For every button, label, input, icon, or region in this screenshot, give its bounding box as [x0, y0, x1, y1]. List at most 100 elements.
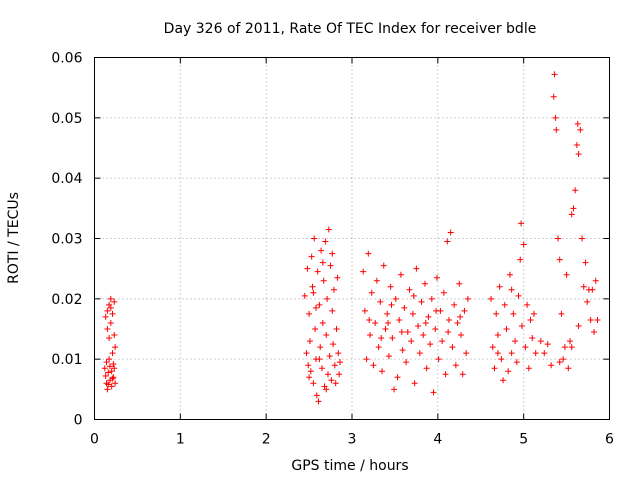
data-point — [580, 283, 587, 290]
data-point — [308, 253, 315, 260]
data-point — [384, 310, 391, 317]
data-point — [410, 292, 417, 299]
data-point — [109, 350, 116, 357]
axis-ticks — [94, 57, 610, 420]
data-point — [310, 380, 317, 387]
data-point — [461, 307, 468, 314]
data-point — [372, 319, 379, 326]
data-point — [368, 289, 375, 296]
data-point — [411, 380, 418, 387]
data-point — [515, 292, 522, 299]
data-point — [375, 344, 382, 351]
data-point — [336, 371, 343, 378]
data-point — [425, 313, 432, 320]
data-point — [563, 271, 570, 278]
data-point — [112, 380, 119, 387]
data-point — [579, 235, 586, 242]
y-axis-title: ROTI / TECUs — [6, 192, 22, 284]
data-point — [548, 362, 555, 369]
data-point — [494, 350, 501, 357]
data-point — [106, 335, 113, 342]
data-point — [366, 316, 373, 323]
y-tick-labels: 0 0.01 0.02 0.03 0.04 0.05 0.06 — [51, 51, 82, 429]
data-point — [584, 298, 591, 305]
data-point — [433, 274, 440, 281]
data-point — [304, 265, 311, 272]
data-point — [550, 93, 557, 100]
y-tick-label: 0.01 — [51, 352, 82, 368]
data-point — [565, 365, 572, 372]
data-point — [556, 256, 563, 263]
data-point — [433, 307, 440, 314]
data-point — [529, 335, 536, 342]
data-point — [508, 286, 515, 293]
data-point — [513, 359, 520, 366]
data-point — [592, 277, 599, 284]
data-points — [101, 71, 601, 405]
data-point — [403, 359, 410, 366]
x-tick-label: 0 — [90, 432, 99, 448]
data-point — [326, 353, 333, 360]
data-point — [107, 295, 114, 302]
data-point — [409, 310, 416, 317]
data-point — [110, 374, 117, 381]
data-point — [361, 307, 368, 314]
data-point — [388, 301, 395, 308]
data-point — [312, 326, 319, 332]
data-point — [365, 250, 372, 257]
data-point — [380, 262, 387, 269]
data-point — [558, 310, 565, 317]
data-point — [488, 295, 495, 302]
data-point — [397, 271, 404, 278]
data-point — [319, 319, 326, 326]
data-point — [413, 265, 420, 272]
data-point — [111, 298, 118, 305]
data-point — [378, 335, 385, 342]
data-point — [385, 319, 392, 326]
data-point — [435, 356, 442, 363]
data-point — [324, 371, 331, 378]
data-point — [464, 295, 471, 302]
data-point — [575, 151, 582, 158]
x-axis-title: GPS time / hours — [291, 458, 408, 474]
data-point — [459, 371, 466, 378]
data-point — [324, 295, 331, 302]
data-point — [389, 335, 396, 342]
y-tick-label: 0.06 — [51, 51, 82, 67]
data-point — [105, 369, 112, 376]
data-point — [556, 359, 563, 366]
data-point — [106, 356, 113, 363]
x-tick-label: 6 — [605, 432, 614, 448]
data-point — [573, 141, 580, 148]
data-point — [423, 365, 430, 372]
data-point — [401, 304, 408, 311]
data-point — [314, 268, 321, 275]
data-point — [318, 365, 325, 372]
data-point — [439, 338, 446, 345]
data-point — [505, 368, 512, 375]
data-point — [524, 301, 531, 308]
y-tick-label: 0.04 — [51, 171, 82, 187]
data-point — [106, 301, 113, 308]
data-point — [493, 310, 500, 317]
data-point — [105, 381, 112, 388]
data-point — [360, 268, 367, 275]
data-point — [501, 301, 508, 308]
data-point — [458, 332, 465, 339]
data-point — [568, 211, 575, 218]
data-point — [454, 319, 461, 326]
data-point — [312, 304, 319, 311]
data-point — [520, 241, 527, 248]
x-tick-labels: 0 1 2 3 4 5 6 — [90, 432, 614, 448]
data-point — [334, 274, 341, 281]
data-point — [367, 332, 374, 339]
data-point — [331, 362, 338, 369]
data-point — [594, 316, 601, 323]
data-point — [316, 356, 323, 363]
data-point — [301, 292, 308, 299]
data-point — [103, 359, 110, 366]
x-tick-label: 3 — [348, 432, 357, 448]
data-point — [322, 238, 329, 245]
data-point — [112, 344, 119, 351]
